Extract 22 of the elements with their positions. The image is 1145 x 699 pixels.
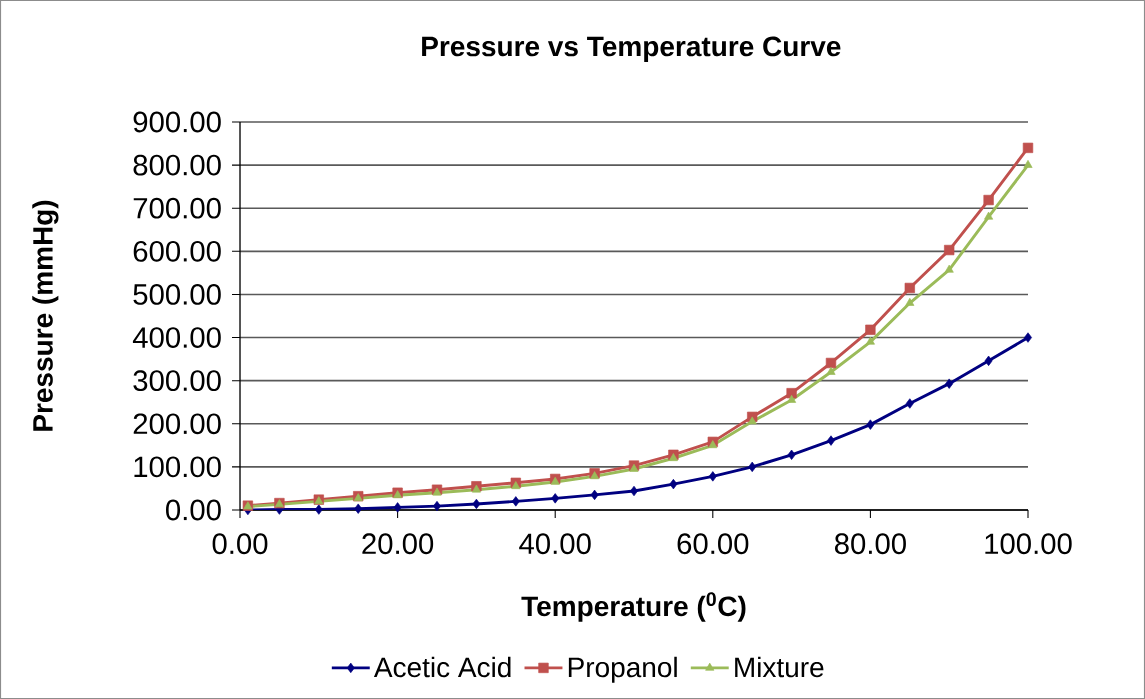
chart-title: Pressure vs Temperature Curve (422, 36, 841, 62)
y-axis-title: Pressure (mmHg) (32, 200, 59, 431)
x-tick-label: 80.00 (834, 533, 906, 555)
x-tick-label: 100.00 (985, 533, 1072, 555)
y-tick-label: 100.00 (134, 456, 221, 478)
x-tick-label: 60.00 (677, 533, 749, 555)
y-tick-label: 300.00 (133, 370, 221, 392)
legend-label: Propanol (568, 656, 677, 683)
legend-label: Mixture (735, 656, 824, 678)
y-tick-label: 800.00 (133, 154, 221, 176)
legend-label: Acetic Acid (373, 656, 511, 678)
y-tick-label: 0.00 (166, 499, 221, 521)
x-tick-label: 20.00 (362, 533, 434, 555)
y-tick-label: 400.00 (132, 327, 221, 348)
y-tick-label: 200.00 (133, 413, 221, 435)
x-axis-title: Temperature ($^{0}$C) (521, 592, 746, 622)
x-tick-label: 40.00 (519, 533, 591, 555)
y-tick-label: 500.00 (133, 284, 221, 305)
y-tick-label: 600.00 (133, 240, 221, 262)
x-tick-label: 0.00 (212, 533, 268, 555)
y-tick-label: 900.00 (133, 111, 221, 133)
y-tick-label: 700.00 (133, 197, 221, 219)
